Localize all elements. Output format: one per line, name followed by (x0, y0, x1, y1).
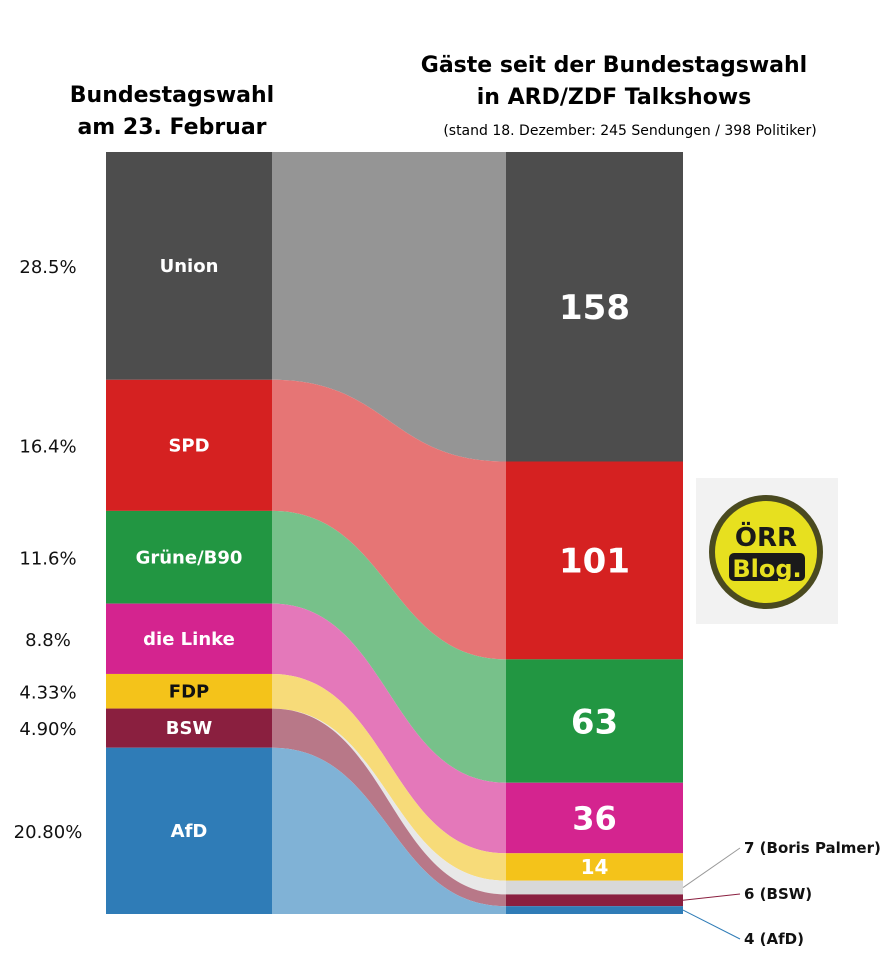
left-label-die-linke: die Linke (143, 629, 235, 650)
right-bar-afd (506, 906, 683, 914)
right-bar-bsw (506, 894, 683, 907)
flow-band-union (272, 152, 506, 462)
leader-line-7-boris-palmer (682, 847, 741, 888)
right-title-line2: in ARD/ZDF Talkshows (477, 85, 752, 110)
guests-value-spd: 101 (559, 542, 630, 582)
chart-subtitle: (stand 18. Dezember: 245 Sendungen / 398… (443, 123, 816, 139)
left-title-line1: Bundestagswahl (70, 83, 274, 108)
left-bar-die-linke (106, 603, 272, 674)
right-bar-union (506, 152, 683, 462)
left-label-fdp: FDP (169, 681, 209, 702)
flow-band-afd (272, 747, 506, 914)
right-bar-7-boris-palmer (506, 880, 683, 895)
flow-band-bsw (272, 708, 506, 907)
flow-band-die-linke (272, 603, 506, 854)
guests-value-gr-ne-b90: 63 (571, 702, 618, 742)
right-bar-gr-ne-b90 (506, 659, 683, 783)
left-bars (106, 152, 272, 914)
left-bar-gr-ne-b90 (106, 510, 272, 604)
flow-bands (272, 152, 506, 914)
guests-value-fdp: 14 (581, 855, 609, 879)
left-bar-afd (106, 747, 272, 914)
left-label-union: Union (160, 256, 219, 277)
vote-share-fdp: 4.33% (19, 682, 76, 703)
left-label-afd: AfD (171, 821, 208, 842)
chart-labels: Union 28.5% 158 SPD 16.4% 101 Grüne/B90 11.6% 63… (14, 256, 881, 948)
orr-blog-logo: ÖRR Blog. (696, 478, 838, 624)
left-bar-spd (106, 379, 272, 511)
left-label-spd: SPD (168, 435, 209, 456)
guests-value-union: 158 (559, 288, 630, 328)
flow-band-fdp (272, 673, 506, 881)
vote-share-spd: 16.4% (19, 436, 76, 457)
right-bar-spd (506, 461, 683, 660)
left-title-line2: am 23. Februar (77, 115, 266, 140)
leader-line-afd (682, 909, 741, 940)
logo-text-bottom: Blog. (732, 555, 801, 583)
guests-side-label-7-boris-palmer: 7 (Boris Palmer) (744, 839, 881, 857)
right-bars (506, 152, 683, 914)
guests-side-label-bsw: 6 (BSW) (744, 885, 812, 903)
left-label-bsw: BSW (166, 718, 213, 739)
vote-share-gr-ne-b90: 11.6% (19, 548, 76, 569)
left-bar-fdp (106, 673, 272, 709)
flow-band-spd (272, 379, 506, 660)
guests-value-die-linke: 36 (572, 800, 617, 838)
right-bar-fdp (506, 853, 683, 881)
logo-text-top: ÖRR (735, 520, 797, 553)
left-bar-union (106, 152, 272, 380)
guests-side-label-afd: 4 (AfD) (744, 930, 804, 948)
right-title-line1: Gäste seit der Bundestagswahl (421, 53, 807, 78)
vote-share-die-linke: 8.8% (25, 630, 71, 651)
vote-share-bsw: 4.90% (19, 719, 76, 740)
right-bar-die-linke (506, 782, 683, 854)
leader-line-bsw (682, 893, 741, 901)
left-bar-bsw (106, 708, 272, 748)
left-label-gr-ne-b90: Grüne/B90 (136, 547, 243, 568)
vote-share-union: 28.5% (19, 257, 76, 278)
vote-share-afd: 20.80% (14, 822, 83, 843)
flow-band-gr-ne-b90 (272, 510, 506, 783)
